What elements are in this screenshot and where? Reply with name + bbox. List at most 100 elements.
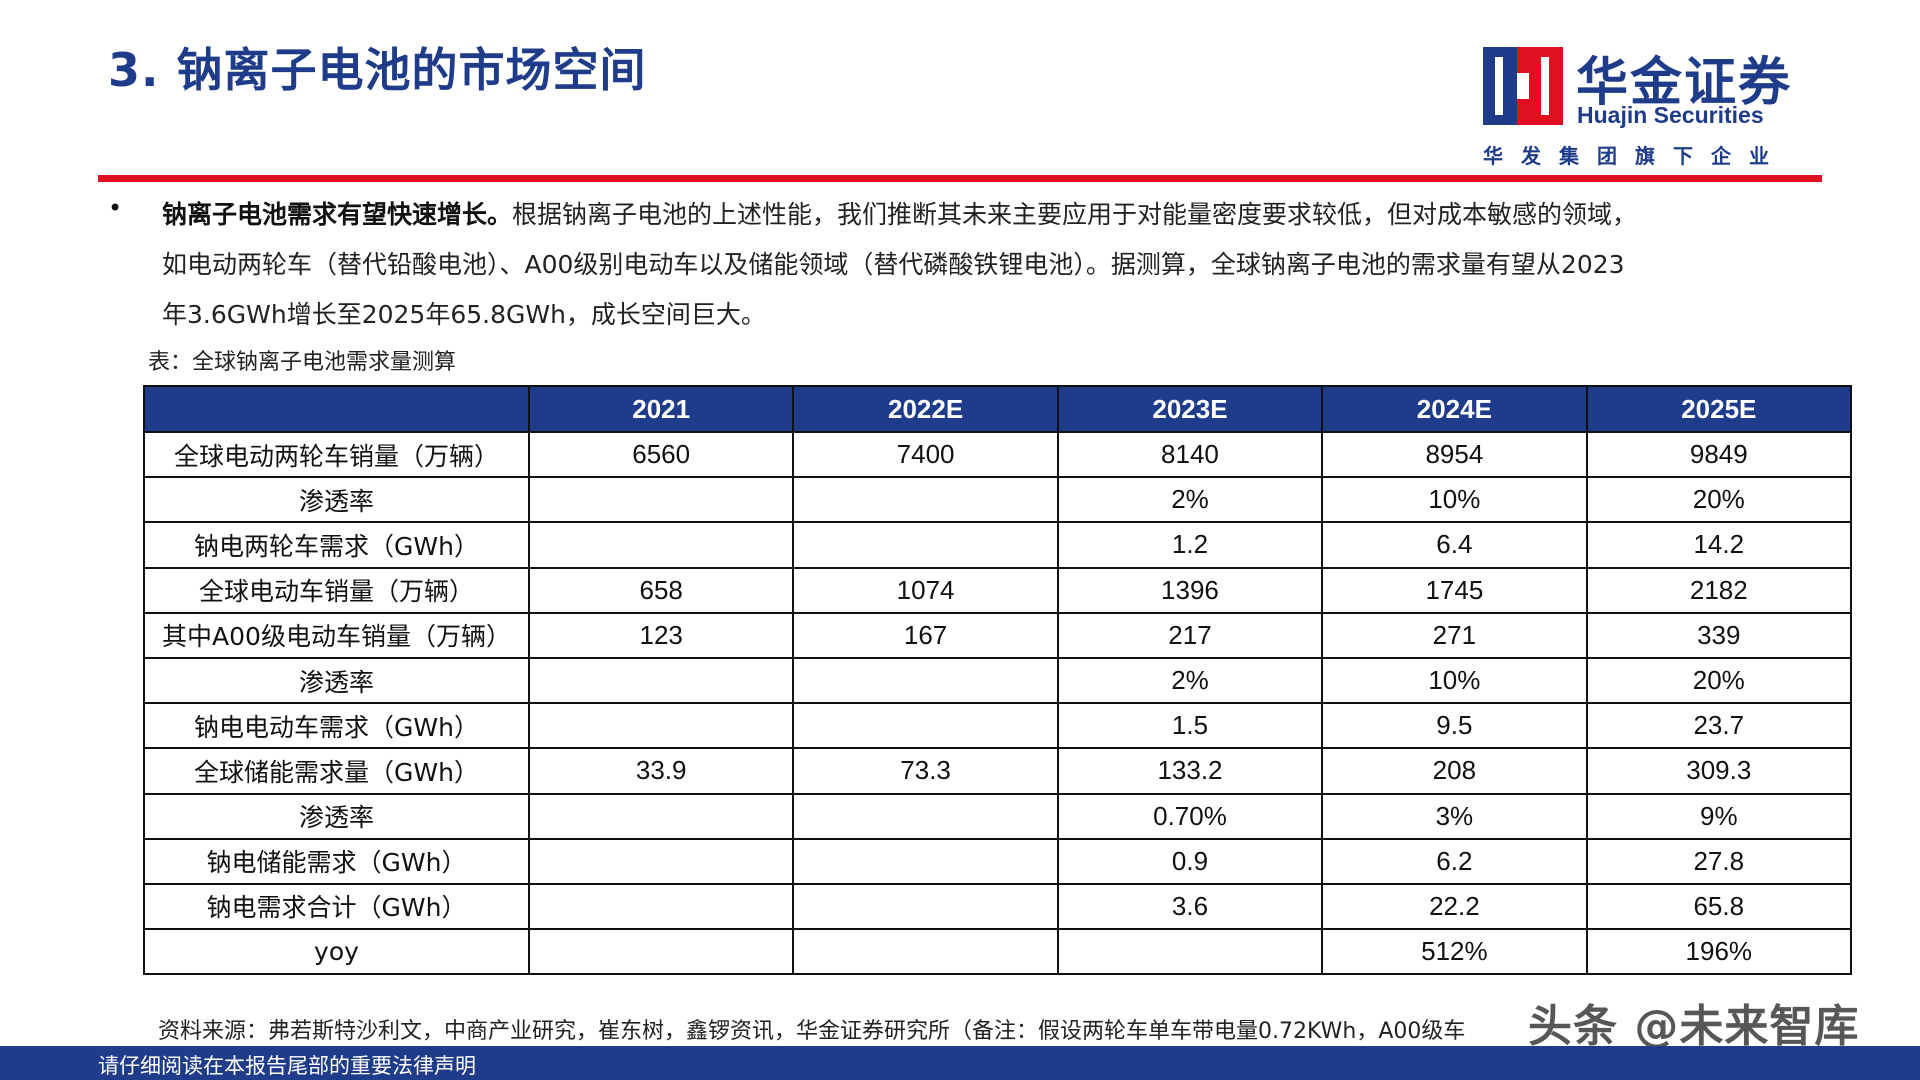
value-cell	[792, 928, 1059, 976]
header-cell: 2023E	[1056, 385, 1324, 433]
value-cell: 22.2	[1321, 882, 1588, 931]
source-note: 资料来源：弗若斯特沙利文，中商产业研究，崔东树，鑫锣资讯，华金证券研究所（备注：…	[158, 1019, 1466, 1044]
value-cell: 8140	[1056, 430, 1324, 479]
value-cell: 9849	[1585, 430, 1853, 479]
value-cell	[527, 837, 795, 885]
value-cell: 196%	[1585, 928, 1853, 976]
row-label-cell: 钠电储能需求（GWh）	[143, 837, 530, 885]
company-logo: 华金证券 Huajin Securities 华发集团旗下企业	[1483, 44, 1805, 168]
table-row: 渗透率 0.70% 3% 9%	[143, 792, 1853, 840]
value-cell: 73.3	[792, 747, 1059, 795]
value-cell: 123	[527, 611, 795, 659]
body-paragraph: 钠离子电池需求有望快速增长。根据钠离子电池的上述性能，我们推断其未来主要应用于对…	[162, 190, 1812, 340]
value-cell: 20%	[1585, 476, 1853, 524]
value-cell: 271	[1321, 611, 1588, 659]
header-divider	[98, 175, 1822, 182]
table-row: 钠电两轮车需求（GWh） 1.2 6.4 14.2	[143, 521, 1853, 569]
huajin-logo-icon	[1483, 47, 1563, 125]
row-label-cell: 渗透率	[143, 792, 530, 840]
value-cell	[527, 928, 795, 976]
value-cell: 0.9	[1056, 837, 1324, 885]
value-cell: 6560	[527, 430, 795, 479]
row-label-cell: 全球储能需求量（GWh）	[143, 747, 530, 795]
value-cell: 1074	[792, 566, 1059, 614]
table-row: 全球储能需求量（GWh） 33.9 73.3 133.2 208 309.3	[143, 747, 1853, 795]
row-label-cell: 全球电动车销量（万辆）	[143, 566, 530, 614]
value-cell: 167	[792, 611, 1059, 659]
value-cell: 14.2	[1585, 521, 1853, 569]
table-caption: 表：全球钠离子电池需求量测算	[148, 350, 457, 375]
value-cell: 9.5	[1321, 702, 1588, 750]
row-label-cell: 钠电需求合计（GWh）	[143, 882, 530, 931]
value-cell: 1.5	[1056, 702, 1324, 750]
value-cell: 10%	[1321, 476, 1588, 524]
header-cell: 2022E	[792, 385, 1059, 433]
value-cell: 1396	[1056, 566, 1324, 614]
value-cell: 20%	[1585, 656, 1853, 705]
paragraph-lead: 钠离子电池需求有望快速增长。	[162, 200, 513, 229]
row-label-cell: 全球电动两轮车销量（万辆）	[143, 430, 530, 479]
header-cell: 2021	[527, 385, 795, 433]
header-cell	[143, 385, 530, 433]
logo-name-cn: 华金证券	[1576, 53, 1793, 113]
value-cell: 9%	[1585, 792, 1853, 840]
value-cell	[527, 792, 795, 840]
watermark: 头条 @未来智库	[1528, 1001, 1860, 1052]
value-cell: 339	[1585, 611, 1853, 659]
value-cell: 2182	[1585, 566, 1853, 614]
header-cell: 2025E	[1585, 385, 1853, 433]
demand-table: 2021 2022E 2023E 2024E 2025E 全球电动两轮车销量（万…	[143, 385, 1853, 976]
table-row: 其中A00级电动车销量（万辆） 123 167 217 271 339	[143, 611, 1853, 659]
value-cell	[792, 837, 1059, 885]
value-cell	[527, 476, 795, 524]
value-cell: 309.3	[1585, 747, 1853, 795]
value-cell	[527, 882, 795, 931]
row-label-cell: 钠电两轮车需求（GWh）	[143, 521, 530, 569]
value-cell: 3.6	[1056, 882, 1324, 931]
table-row: 全球电动两轮车销量（万辆） 6560 7400 8140 8954 9849	[143, 430, 1853, 479]
value-cell: 2%	[1056, 656, 1324, 705]
table-row: yoy 512% 196%	[143, 928, 1853, 976]
paragraph-line-2: 如电动两轮车（替代铅酸电池）、A00级别电动车以及储能领域（替代磷酸铁锂电池）。…	[162, 250, 1625, 279]
value-cell	[792, 521, 1059, 569]
table-row: 钠电需求合计（GWh） 3.6 22.2 65.8	[143, 882, 1853, 931]
value-cell	[527, 521, 795, 569]
value-cell	[792, 882, 1059, 931]
value-cell: 1.2	[1056, 521, 1324, 569]
value-cell: 10%	[1321, 656, 1588, 705]
paragraph-line-3: 年3.6GWh增长至2025年65.8GWh，成长空间巨大。	[162, 300, 766, 329]
value-cell	[792, 656, 1059, 705]
value-cell	[527, 702, 795, 750]
logo-name-en: Huajin Securities	[1577, 102, 1764, 128]
logo-subtitle: 华发集团旗下企业	[1483, 144, 1787, 168]
footer-bar: 请仔细阅读在本报告尾部的重要法律声明	[0, 1046, 1920, 1080]
value-cell: 65.8	[1585, 882, 1853, 931]
value-cell: 8954	[1321, 430, 1588, 479]
row-label-cell: 渗透率	[143, 476, 530, 524]
value-cell: 208	[1321, 747, 1588, 795]
value-cell	[527, 656, 795, 705]
value-cell: 133.2	[1056, 747, 1324, 795]
value-cell	[1056, 928, 1324, 976]
value-cell: 7400	[792, 430, 1059, 479]
value-cell: 27.8	[1585, 837, 1853, 885]
table-row: 钠电储能需求（GWh） 0.9 6.2 27.8	[143, 837, 1853, 885]
row-label-cell: 其中A00级电动车销量（万辆）	[143, 611, 530, 659]
legal-notice: 请仔细阅读在本报告尾部的重要法律声明	[98, 1054, 476, 1078]
table-header-row: 2021 2022E 2023E 2024E 2025E	[143, 385, 1853, 433]
value-cell	[792, 792, 1059, 840]
paragraph-line-1: 根据钠离子电池的上述性能，我们推断其未来主要应用于对能量密度要求较低，但对成本敏…	[512, 200, 1638, 229]
value-cell	[792, 476, 1059, 524]
bullet-marker: •	[108, 194, 123, 222]
table-row: 全球电动车销量（万辆） 658 1074 1396 1745 2182	[143, 566, 1853, 614]
value-cell: 23.7	[1585, 702, 1853, 750]
table-row: 渗透率 2% 10% 20%	[143, 476, 1853, 524]
table-row: 钠电电动车需求（GWh） 1.5 9.5 23.7	[143, 702, 1853, 750]
value-cell	[792, 702, 1059, 750]
value-cell: 0.70%	[1056, 792, 1324, 840]
row-label-cell: 钠电电动车需求（GWh）	[143, 702, 530, 750]
value-cell: 33.9	[527, 747, 795, 795]
value-cell: 3%	[1321, 792, 1588, 840]
table-row: 渗透率 2% 10% 20%	[143, 656, 1853, 705]
value-cell: 6.4	[1321, 521, 1588, 569]
